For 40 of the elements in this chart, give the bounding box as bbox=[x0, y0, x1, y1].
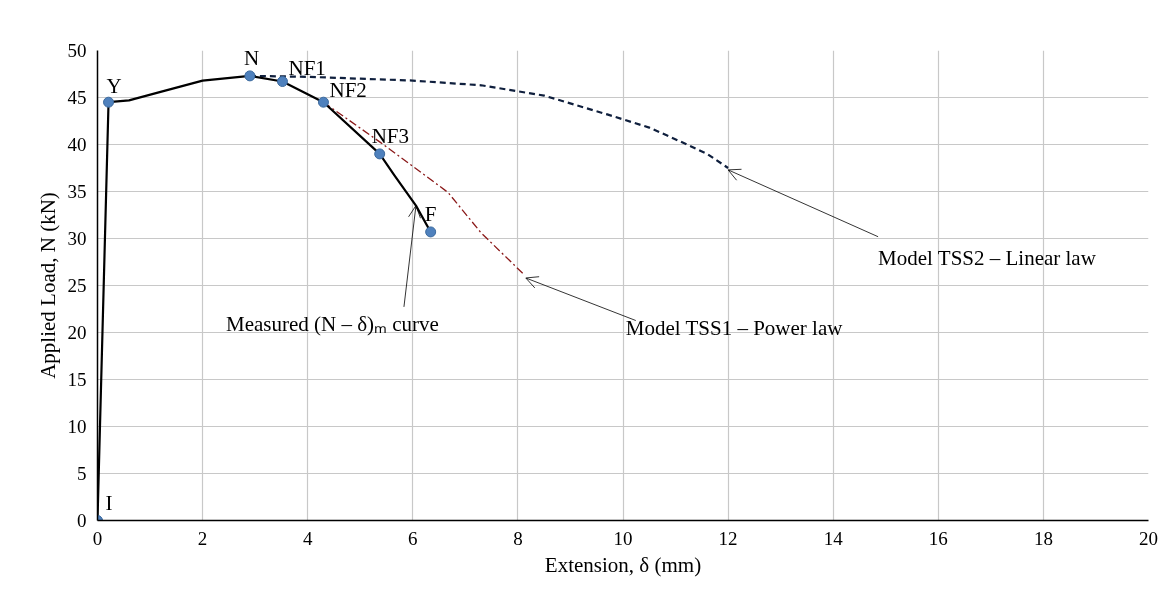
x-tick-label: 20 bbox=[1139, 527, 1158, 549]
annotation: Y bbox=[106, 74, 122, 99]
y-tick-label: 10 bbox=[67, 416, 87, 437]
x-tick-label: 18 bbox=[1033, 527, 1053, 549]
y-tick-label: 35 bbox=[67, 181, 87, 202]
annotation: NF1 bbox=[288, 55, 326, 80]
annotation: Measured (N – δ)ₘ curve bbox=[225, 311, 439, 336]
x-tick-label: 16 bbox=[928, 527, 948, 549]
y-tick-label: 15 bbox=[67, 369, 87, 390]
point bbox=[374, 148, 386, 160]
annotation: F bbox=[424, 201, 437, 226]
x-tick-label: 8 bbox=[513, 527, 523, 549]
y-axis-title: Applied Load, N (kN) bbox=[35, 192, 60, 379]
annotation: N bbox=[243, 45, 260, 70]
x-axis-title: Extension, δ (mm) bbox=[544, 552, 702, 577]
y-tick-label: 40 bbox=[67, 134, 87, 155]
annotation: I bbox=[105, 490, 113, 515]
x-tick-label: 0 bbox=[92, 527, 103, 549]
annotation: NF3 bbox=[371, 123, 410, 148]
y-tick-label: 30 bbox=[67, 228, 87, 249]
x-tick-label: 4 bbox=[302, 527, 313, 549]
y-tick-label: 50 bbox=[67, 40, 87, 61]
y-tick-label: 5 bbox=[77, 463, 87, 484]
y-tick-label: 45 bbox=[67, 87, 87, 108]
x-tick-label: 6 bbox=[408, 527, 418, 549]
annotation: NF2 bbox=[329, 78, 367, 103]
y-tick-label: 20 bbox=[67, 322, 87, 343]
point bbox=[103, 96, 115, 108]
x-tick-label: 2 bbox=[197, 527, 208, 549]
annotation: Model TSS1 – Power law bbox=[625, 315, 844, 340]
y-tick-label: 0 bbox=[77, 510, 87, 531]
point bbox=[244, 70, 256, 82]
point bbox=[317, 96, 329, 108]
point bbox=[425, 226, 437, 238]
y-tick-label: 25 bbox=[67, 275, 87, 296]
annotation: Model TSS2 – Linear law bbox=[878, 245, 1097, 270]
x-tick-label: 12 bbox=[718, 527, 738, 549]
x-tick-label: 14 bbox=[823, 527, 844, 549]
x-tick-label: 10 bbox=[613, 527, 633, 549]
point bbox=[276, 76, 288, 88]
